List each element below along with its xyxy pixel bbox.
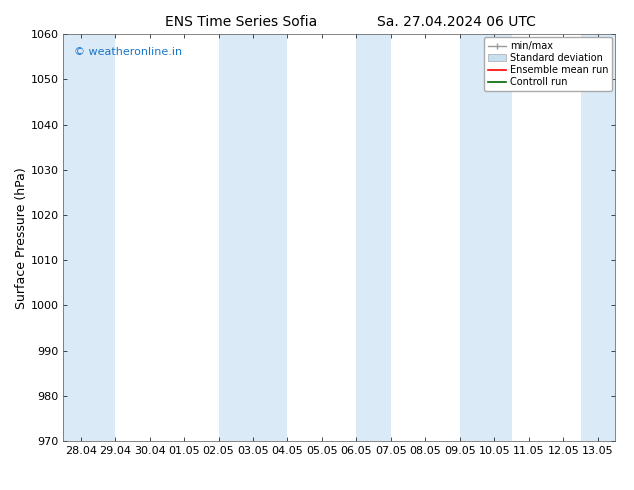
Text: Sa. 27.04.2024 06 UTC: Sa. 27.04.2024 06 UTC bbox=[377, 15, 536, 29]
Text: © weatheronline.in: © weatheronline.in bbox=[74, 47, 183, 56]
Bar bbox=[460, 34, 512, 441]
Bar bbox=[356, 34, 391, 441]
Legend: min/max, Standard deviation, Ensemble mean run, Controll run: min/max, Standard deviation, Ensemble me… bbox=[484, 37, 612, 91]
Y-axis label: Surface Pressure (hPa): Surface Pressure (hPa) bbox=[15, 167, 28, 309]
Text: ENS Time Series Sofia: ENS Time Series Sofia bbox=[165, 15, 317, 29]
Bar bbox=[581, 34, 615, 441]
Bar bbox=[63, 34, 115, 441]
Bar bbox=[219, 34, 287, 441]
